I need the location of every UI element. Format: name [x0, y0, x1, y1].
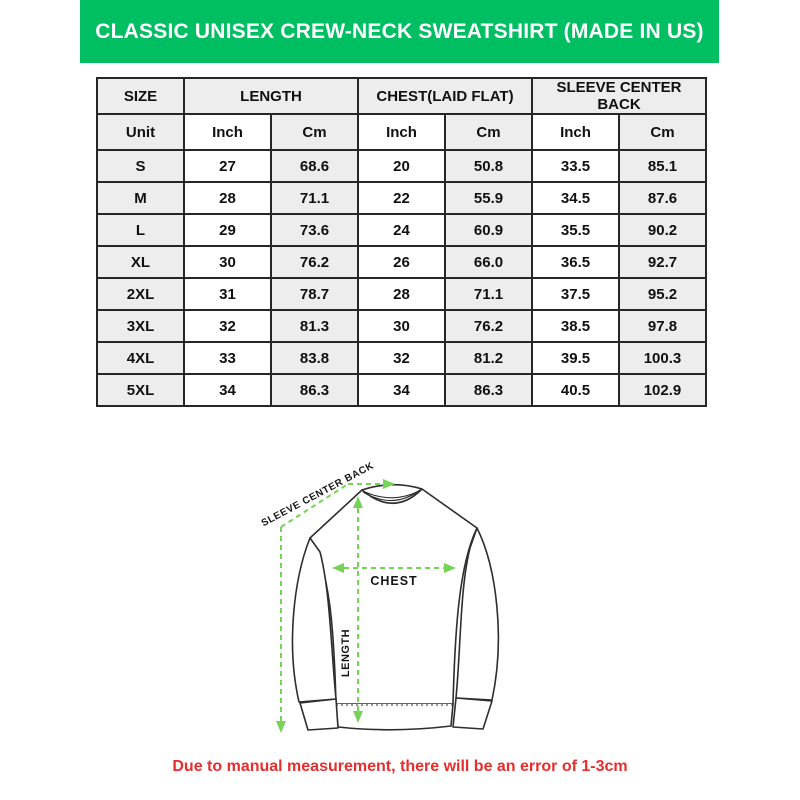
measurement-cell: 35.5 [531, 213, 620, 247]
size-table-body: S 27 68.6 20 50.8 33.5 85.1 M 28 71.1 22 55.9 34.5 87… [96, 149, 707, 407]
measurement-cell: 32 [357, 341, 446, 375]
measurement-cell: 28 [357, 277, 446, 311]
measurement-cell: 92.7 [618, 245, 707, 279]
measurement-cell: 90.2 [618, 213, 707, 247]
chest-label: CHEST [370, 574, 417, 588]
unit-cm: Cm [270, 113, 359, 151]
measurement-cell: 32 [183, 309, 272, 343]
unit-cm: Cm [618, 113, 707, 151]
left-cuff [299, 698, 339, 731]
measurement-cell: 71.1 [270, 181, 359, 215]
measurement-cell: 34 [357, 373, 446, 407]
page-title: CLASSIC UNISEX CREW-NECK SWEATSHIRT (MAD… [95, 19, 704, 43]
measurement-note: Due to manual measurement, there will be… [172, 758, 628, 775]
size-cell: 4XL [96, 341, 185, 375]
measurement-cell: 26 [357, 245, 446, 279]
unit-header-row: Unit Inch Cm Inch Cm Inch Cm [96, 113, 707, 151]
size-cell: L [96, 213, 185, 247]
measurement-cell: 76.2 [270, 245, 359, 279]
title-banner: CLASSIC UNISEX CREW-NECK SWEATSHIRT (MAD… [80, 0, 719, 63]
length-measure-line [353, 496, 363, 723]
measurement-cell: 73.6 [270, 213, 359, 247]
unit-inch: Inch [531, 113, 620, 151]
measurement-cell: 81.3 [270, 309, 359, 343]
measurement-cell: 83.8 [270, 341, 359, 375]
header-chest: CHEST(LAID FLAT) [357, 77, 533, 115]
right-cuff [452, 697, 493, 730]
measurement-cell: 95.2 [618, 277, 707, 311]
measurement-cell: 28 [183, 181, 272, 215]
size-cell: XL [96, 245, 185, 279]
sleeve-measure-line [276, 479, 395, 733]
waistband [336, 704, 453, 730]
collar-rib [362, 489, 421, 502]
measurement-cell: 86.3 [270, 373, 359, 407]
measurement-cell: 68.6 [270, 149, 359, 183]
measurement-cell: 55.9 [444, 181, 533, 215]
size-row: 2XL 31 78.7 28 71.1 37.5 95.2 [96, 277, 707, 311]
measurement-cell: 22 [357, 181, 446, 215]
header-length: LENGTH [183, 77, 359, 115]
sweatshirt-diagram: SLEEVE CENTER BACK LENGTH CHEST [260, 460, 500, 733]
unit-inch: Inch [357, 113, 446, 151]
header-sleeve: SLEEVE CENTER BACK [531, 77, 707, 115]
size-row: S 27 68.6 20 50.8 33.5 85.1 [96, 149, 707, 183]
measurement-cell: 33 [183, 341, 272, 375]
size-cell: 2XL [96, 277, 185, 311]
measurement-cell: 27 [183, 149, 272, 183]
measurement-cell: 81.2 [444, 341, 533, 375]
size-row: M 28 71.1 22 55.9 34.5 87.6 [96, 181, 707, 215]
measurement-cell: 85.1 [618, 149, 707, 183]
measurement-cell: 50.8 [444, 149, 533, 183]
size-cell: 5XL [96, 373, 185, 407]
measurement-cell: 33.5 [531, 149, 620, 183]
measurement-cell: 87.6 [618, 181, 707, 215]
measurement-cell: 39.5 [531, 341, 620, 375]
measurement-cell: 37.5 [531, 277, 620, 311]
measurement-cell: 102.9 [618, 373, 707, 407]
size-row: 4XL 33 83.8 32 81.2 39.5 100.3 [96, 341, 707, 375]
length-label: LENGTH [340, 629, 352, 677]
unit-inch: Inch [183, 113, 272, 151]
measurement-cell: 29 [183, 213, 272, 247]
header-size: SIZE [96, 77, 185, 115]
measurement-cell: 66.0 [444, 245, 533, 279]
size-row: L 29 73.6 24 60.9 35.5 90.2 [96, 213, 707, 247]
measurement-cell: 100.3 [618, 341, 707, 375]
measurement-cell: 38.5 [531, 309, 620, 343]
size-table: SIZE LENGTH CHEST(LAID FLAT) SLEEVE CENT… [96, 77, 707, 407]
size-cell: M [96, 181, 185, 215]
size-cell: 3XL [96, 309, 185, 343]
collar-rib [364, 490, 420, 499]
measurement-cell: 30 [183, 245, 272, 279]
unit-label: Unit [96, 113, 185, 151]
unit-cm: Cm [444, 113, 533, 151]
measurement-cell: 60.9 [444, 213, 533, 247]
size-row: XL 30 76.2 26 66.0 36.5 92.7 [96, 245, 707, 279]
size-row: 3XL 32 81.3 30 76.2 38.5 97.8 [96, 309, 707, 343]
section-header-row: SIZE LENGTH CHEST(LAID FLAT) SLEEVE CENT… [96, 77, 707, 115]
size-row: 5XL 34 86.3 34 86.3 40.5 102.9 [96, 373, 707, 407]
measurement-cell: 20 [357, 149, 446, 183]
measurement-cell: 34.5 [531, 181, 620, 215]
chest-measure-arrow [332, 563, 456, 573]
measurement-cell: 34 [183, 373, 272, 407]
measurement-cell: 36.5 [531, 245, 620, 279]
sweatshirt-body [309, 488, 478, 705]
measurement-cell: 30 [357, 309, 446, 343]
measurement-cell: 86.3 [444, 373, 533, 407]
measurement-cell: 76.2 [444, 309, 533, 343]
measurement-cell: 97.8 [618, 309, 707, 343]
measurement-cell: 40.5 [531, 373, 620, 407]
measurement-cell: 71.1 [444, 277, 533, 311]
measurement-cell: 78.7 [270, 277, 359, 311]
waistband-outline [335, 703, 454, 731]
size-cell: S [96, 149, 185, 183]
measurement-cell: 24 [357, 213, 446, 247]
measurement-cell: 31 [183, 277, 272, 311]
